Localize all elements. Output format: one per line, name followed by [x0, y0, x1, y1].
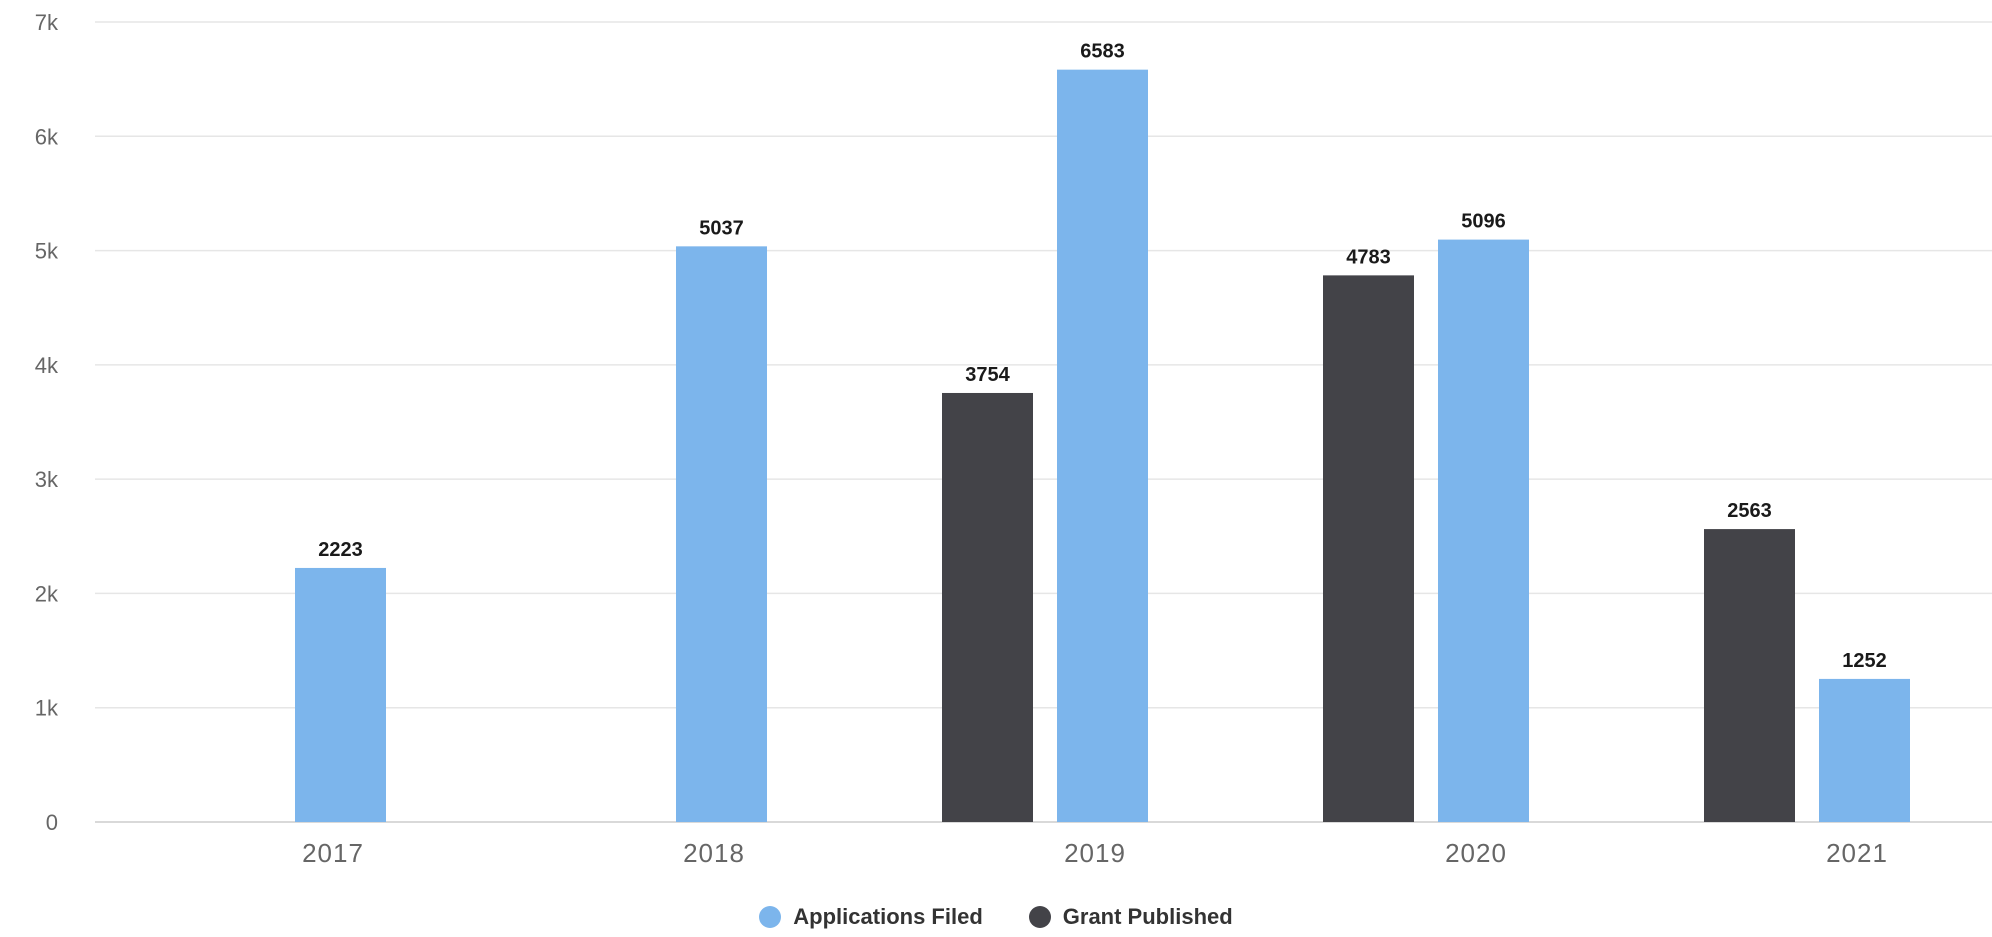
bar-grant-published-2020[interactable]: [1323, 275, 1414, 822]
legend-item-applications-filed[interactable]: Applications Filed: [759, 904, 983, 930]
x-tick-label: 2019: [1064, 838, 1126, 868]
data-label-grant-published-2021: 2563: [1727, 500, 1772, 522]
data-label-applications-filed-2020: 5096: [1461, 211, 1506, 233]
legend-swatch-applications-filed: [759, 906, 782, 928]
y-tick-label: 5k: [35, 239, 59, 264]
bar-grant-published-2021[interactable]: [1704, 529, 1795, 822]
bar-applications-filed-2021[interactable]: [1819, 678, 1910, 822]
bar-applications-filed-2018[interactable]: [676, 246, 767, 823]
grid-layer: [95, 21, 1992, 823]
legend-label-applications-filed: Applications Filed: [793, 904, 983, 929]
x-tick-label: 2021: [1826, 838, 1888, 868]
legend: Applications Filed Grant Published: [0, 904, 1992, 930]
data-label-applications-filed-2017: 2223: [318, 539, 363, 561]
data-labels-layer: 2223 5037 3754 6583 4783 5096 2563 1252: [318, 41, 1887, 672]
data-label-applications-filed-2021: 1252: [1842, 650, 1887, 672]
bars-layer: [295, 69, 1910, 823]
x-tick-label: 2018: [683, 838, 745, 868]
legend-label-grant-published: Grant Published: [1062, 904, 1233, 929]
bar-grant-published-2019[interactable]: [942, 392, 1033, 822]
legend-swatch-grant-published: [1028, 906, 1051, 928]
y-tick-label: 1k: [35, 696, 59, 721]
y-tick-label: 6k: [35, 124, 59, 149]
y-tick-label: 0: [46, 810, 58, 835]
x-axis: 2017 2018 2019 2020 2021: [302, 838, 1888, 868]
y-tick-label: 3k: [35, 467, 59, 492]
y-tick-label: 2k: [35, 581, 59, 606]
y-axis: 0 1k 2k 3k 4k 5k 6k 7k: [35, 10, 59, 835]
bar-applications-filed-2020[interactable]: [1438, 239, 1529, 823]
data-label-grant-published-2020: 4783: [1346, 246, 1391, 268]
y-tick-label: 4k: [35, 353, 59, 378]
legend-item-grant-published[interactable]: Grant Published: [1028, 904, 1233, 930]
x-tick-label: 2017: [302, 838, 364, 868]
data-label-grant-published-2019: 3754: [965, 364, 1010, 386]
y-tick-label: 7k: [35, 10, 59, 35]
data-label-applications-filed-2018: 5037: [699, 217, 744, 239]
bar-applications-filed-2017[interactable]: [295, 567, 386, 822]
x-tick-label: 2020: [1445, 838, 1507, 868]
bar-applications-filed-2019[interactable]: [1057, 69, 1148, 822]
data-label-applications-filed-2019: 6583: [1080, 41, 1125, 63]
